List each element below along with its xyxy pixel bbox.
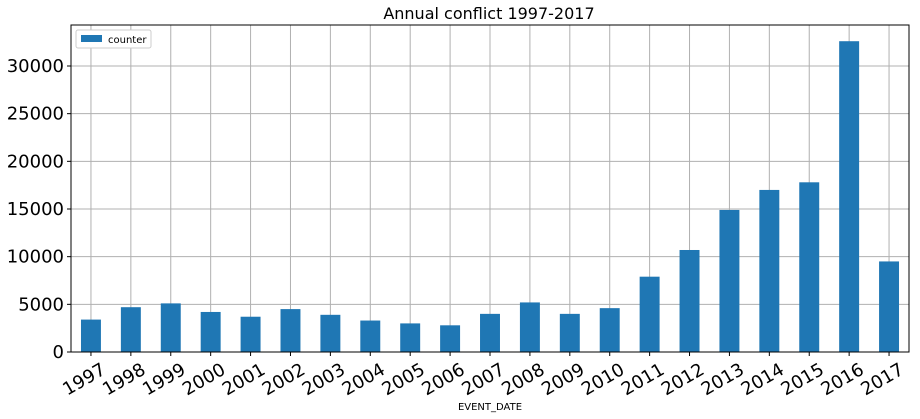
bar-1999 xyxy=(160,303,181,352)
legend-swatch xyxy=(81,35,102,42)
chart-title: Annual conflict 1997-2017 xyxy=(383,4,594,23)
bar-2014 xyxy=(759,189,780,352)
y-tick-label: 0 xyxy=(53,342,64,363)
bar-2008 xyxy=(519,302,540,352)
y-tick-label: 30000 xyxy=(7,56,64,77)
y-axis-ticks: 0 5000 10000 15000 20000 25000 30000 xyxy=(7,56,71,363)
bar-2007 xyxy=(480,313,500,352)
bar-1997 xyxy=(80,319,101,352)
grid xyxy=(71,25,909,353)
bar-2005 xyxy=(400,323,421,352)
bar-2017 xyxy=(879,261,900,352)
bar-2011 xyxy=(639,276,660,352)
bars xyxy=(80,41,900,352)
bar-2010 xyxy=(599,308,620,352)
bar-2004 xyxy=(360,320,381,352)
legend-label-counter: counter xyxy=(108,35,147,46)
legend-box xyxy=(75,29,152,49)
bar-2000 xyxy=(200,311,221,352)
bar-2009 xyxy=(559,313,580,352)
x-tick-label-2017: 2017 xyxy=(857,359,907,400)
bar-2012 xyxy=(679,249,700,352)
legend: counter xyxy=(75,29,152,49)
x-axis-ticks: 1997199819992000200120022003200420052006… xyxy=(59,352,908,400)
bar-2001 xyxy=(240,316,261,352)
bar-2013 xyxy=(719,209,740,352)
x-axis-label: EVENT_DATE xyxy=(458,402,522,413)
bar-2006 xyxy=(440,325,461,352)
bar-2015 xyxy=(799,182,820,352)
y-tick-label: 15000 xyxy=(7,199,64,220)
bar-1998 xyxy=(120,307,141,352)
y-tick-label: 5000 xyxy=(18,294,64,315)
bar-2002 xyxy=(280,309,301,352)
y-tick-label: 20000 xyxy=(7,151,64,172)
y-tick-label: 25000 xyxy=(7,104,64,125)
bar-2016 xyxy=(839,41,860,352)
bar-2003 xyxy=(320,314,341,352)
y-tick-label: 10000 xyxy=(7,247,64,268)
